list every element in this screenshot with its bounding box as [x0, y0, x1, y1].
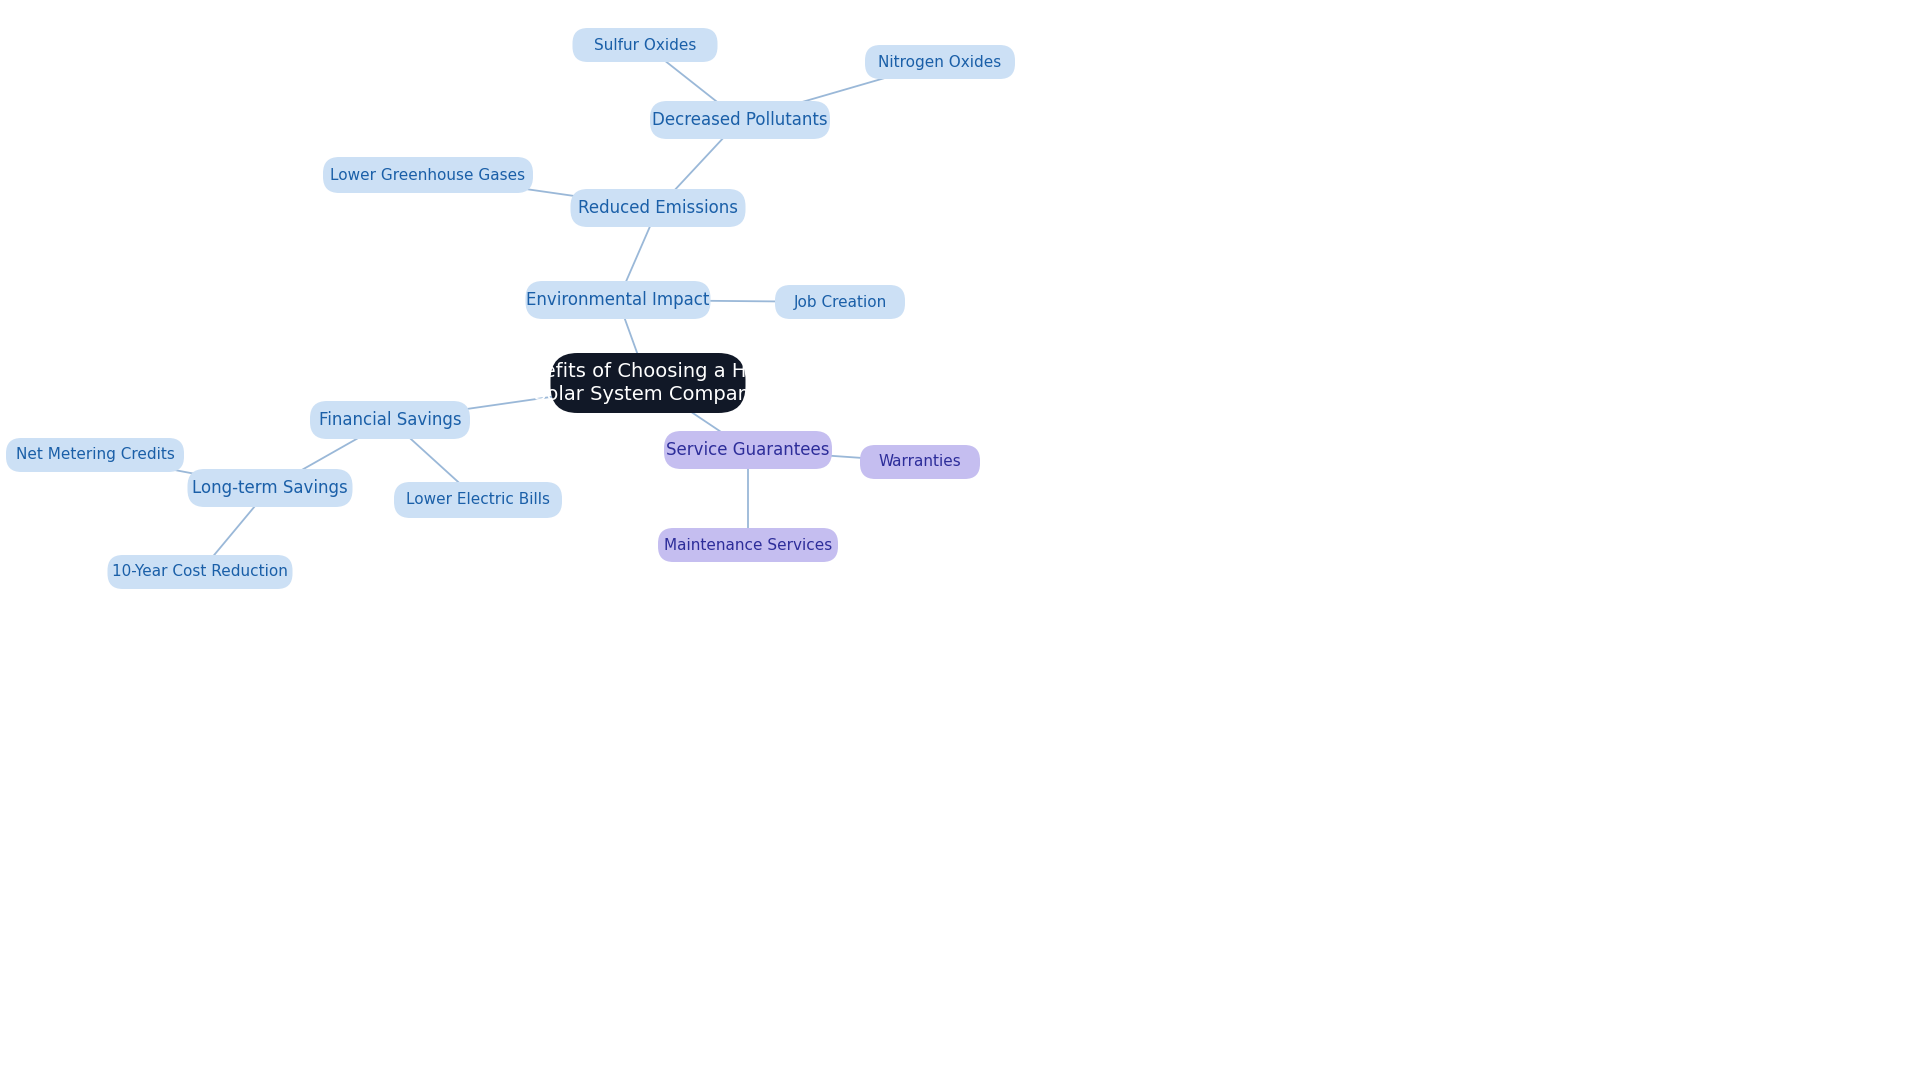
FancyBboxPatch shape — [6, 438, 184, 472]
FancyBboxPatch shape — [776, 285, 904, 319]
Text: Decreased Pollutants: Decreased Pollutants — [653, 110, 828, 129]
Text: Reduced Emissions: Reduced Emissions — [578, 199, 737, 217]
Text: Service Guarantees: Service Guarantees — [666, 441, 829, 459]
FancyBboxPatch shape — [188, 469, 353, 507]
Text: Financial Savings: Financial Savings — [319, 412, 461, 429]
FancyBboxPatch shape — [108, 554, 292, 589]
Text: Job Creation: Job Creation — [793, 295, 887, 310]
Text: Long-term Savings: Long-term Savings — [192, 479, 348, 497]
FancyBboxPatch shape — [570, 190, 745, 227]
Text: Net Metering Credits: Net Metering Credits — [15, 447, 175, 462]
FancyBboxPatch shape — [309, 401, 470, 439]
Text: Lower Electric Bills: Lower Electric Bills — [405, 493, 549, 508]
FancyBboxPatch shape — [551, 353, 745, 413]
FancyBboxPatch shape — [394, 482, 563, 518]
FancyBboxPatch shape — [664, 431, 831, 469]
FancyBboxPatch shape — [659, 529, 837, 562]
Text: Benefits of Choosing a Home
Solar System Company: Benefits of Choosing a Home Solar System… — [507, 362, 789, 404]
FancyBboxPatch shape — [526, 280, 710, 319]
Text: Maintenance Services: Maintenance Services — [664, 537, 831, 552]
Text: Sulfur Oxides: Sulfur Oxides — [593, 38, 697, 52]
FancyBboxPatch shape — [651, 101, 829, 139]
FancyBboxPatch shape — [323, 157, 534, 193]
Text: Nitrogen Oxides: Nitrogen Oxides — [877, 54, 1002, 69]
FancyBboxPatch shape — [860, 445, 979, 479]
Text: Warranties: Warranties — [879, 455, 962, 470]
FancyBboxPatch shape — [866, 45, 1016, 79]
FancyBboxPatch shape — [572, 28, 718, 62]
Text: 10-Year Cost Reduction: 10-Year Cost Reduction — [111, 564, 288, 579]
Text: Environmental Impact: Environmental Impact — [526, 291, 710, 309]
Text: Lower Greenhouse Gases: Lower Greenhouse Gases — [330, 168, 526, 183]
